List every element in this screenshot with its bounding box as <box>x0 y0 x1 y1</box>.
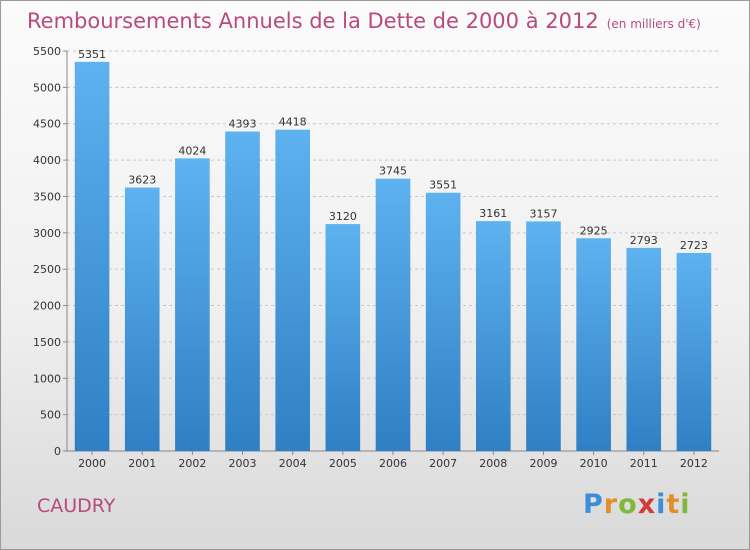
y-tick-label: 1000 <box>33 372 61 385</box>
x-tick-label: 2000 <box>78 457 106 470</box>
bar <box>425 192 461 451</box>
bar <box>175 158 210 451</box>
y-tick-label: 4000 <box>33 154 61 167</box>
bar <box>225 131 260 451</box>
bar <box>74 61 110 451</box>
x-tick-label: 2007 <box>429 457 457 470</box>
bar <box>476 221 511 451</box>
chart-title: Remboursements Annuels de la Dette de 20… <box>27 9 701 33</box>
bar-value-label: 2925 <box>580 224 608 237</box>
city-name: CAUDRY <box>37 495 116 517</box>
x-tick-label: 2012 <box>680 457 708 470</box>
y-tick-label: 5500 <box>33 45 61 58</box>
bar <box>124 187 160 451</box>
bar <box>325 224 361 451</box>
bar <box>275 129 310 451</box>
x-tick-label: 2003 <box>229 457 257 470</box>
bar-value-label: 3161 <box>479 207 507 220</box>
bar-value-label: 3745 <box>379 165 407 178</box>
y-tick-label: 2500 <box>33 263 61 276</box>
bar-value-label: 4418 <box>279 116 307 129</box>
y-tick-label: 3500 <box>33 190 61 203</box>
x-tick-label: 2002 <box>178 457 206 470</box>
y-tick-label: 5000 <box>33 81 61 94</box>
bar-value-label: 4393 <box>229 118 257 131</box>
y-tick-label: 500 <box>40 409 61 422</box>
bar <box>626 247 662 451</box>
chart-subtitle: (en milliers d'€) <box>606 17 701 31</box>
x-tick-label: 2011 <box>630 457 658 470</box>
bar <box>526 221 561 451</box>
y-tick-label: 0 <box>54 445 61 458</box>
bar <box>375 178 411 452</box>
x-tick-label: 2009 <box>529 457 557 470</box>
bar <box>576 238 611 451</box>
x-tick-label: 2010 <box>580 457 608 470</box>
y-tick-label: 1500 <box>33 336 61 349</box>
bars <box>74 61 712 452</box>
bar-value-label: 3551 <box>429 179 457 192</box>
x-tick-label: 2006 <box>379 457 407 470</box>
chart-title-text: Remboursements Annuels de la Dette de 20… <box>27 9 599 33</box>
bar-value-label: 2723 <box>680 239 708 252</box>
x-tick-label: 2004 <box>279 457 307 470</box>
bar-value-label: 3157 <box>529 207 557 220</box>
bar <box>676 252 712 451</box>
bar-value-label: 4024 <box>178 144 206 157</box>
y-tick-label: 3000 <box>33 227 61 240</box>
y-tick-label: 2000 <box>33 300 61 313</box>
labels: 0 500 1000 1500 2000 2500 3000 3500 4000 4500 5000… <box>33 45 708 470</box>
bar-value-label: 3623 <box>128 174 156 187</box>
x-tick-label: 2008 <box>479 457 507 470</box>
y-tick-label: 4500 <box>33 118 61 131</box>
bar-value-label: 3120 <box>329 210 357 223</box>
proxiti-logo[interactable]: Proxiti <box>583 489 691 520</box>
x-tick-label: 2005 <box>329 457 357 470</box>
bar-value-label: 5351 <box>78 48 106 61</box>
bar-value-label: 2793 <box>630 234 658 247</box>
x-tick-label: 2001 <box>128 457 156 470</box>
